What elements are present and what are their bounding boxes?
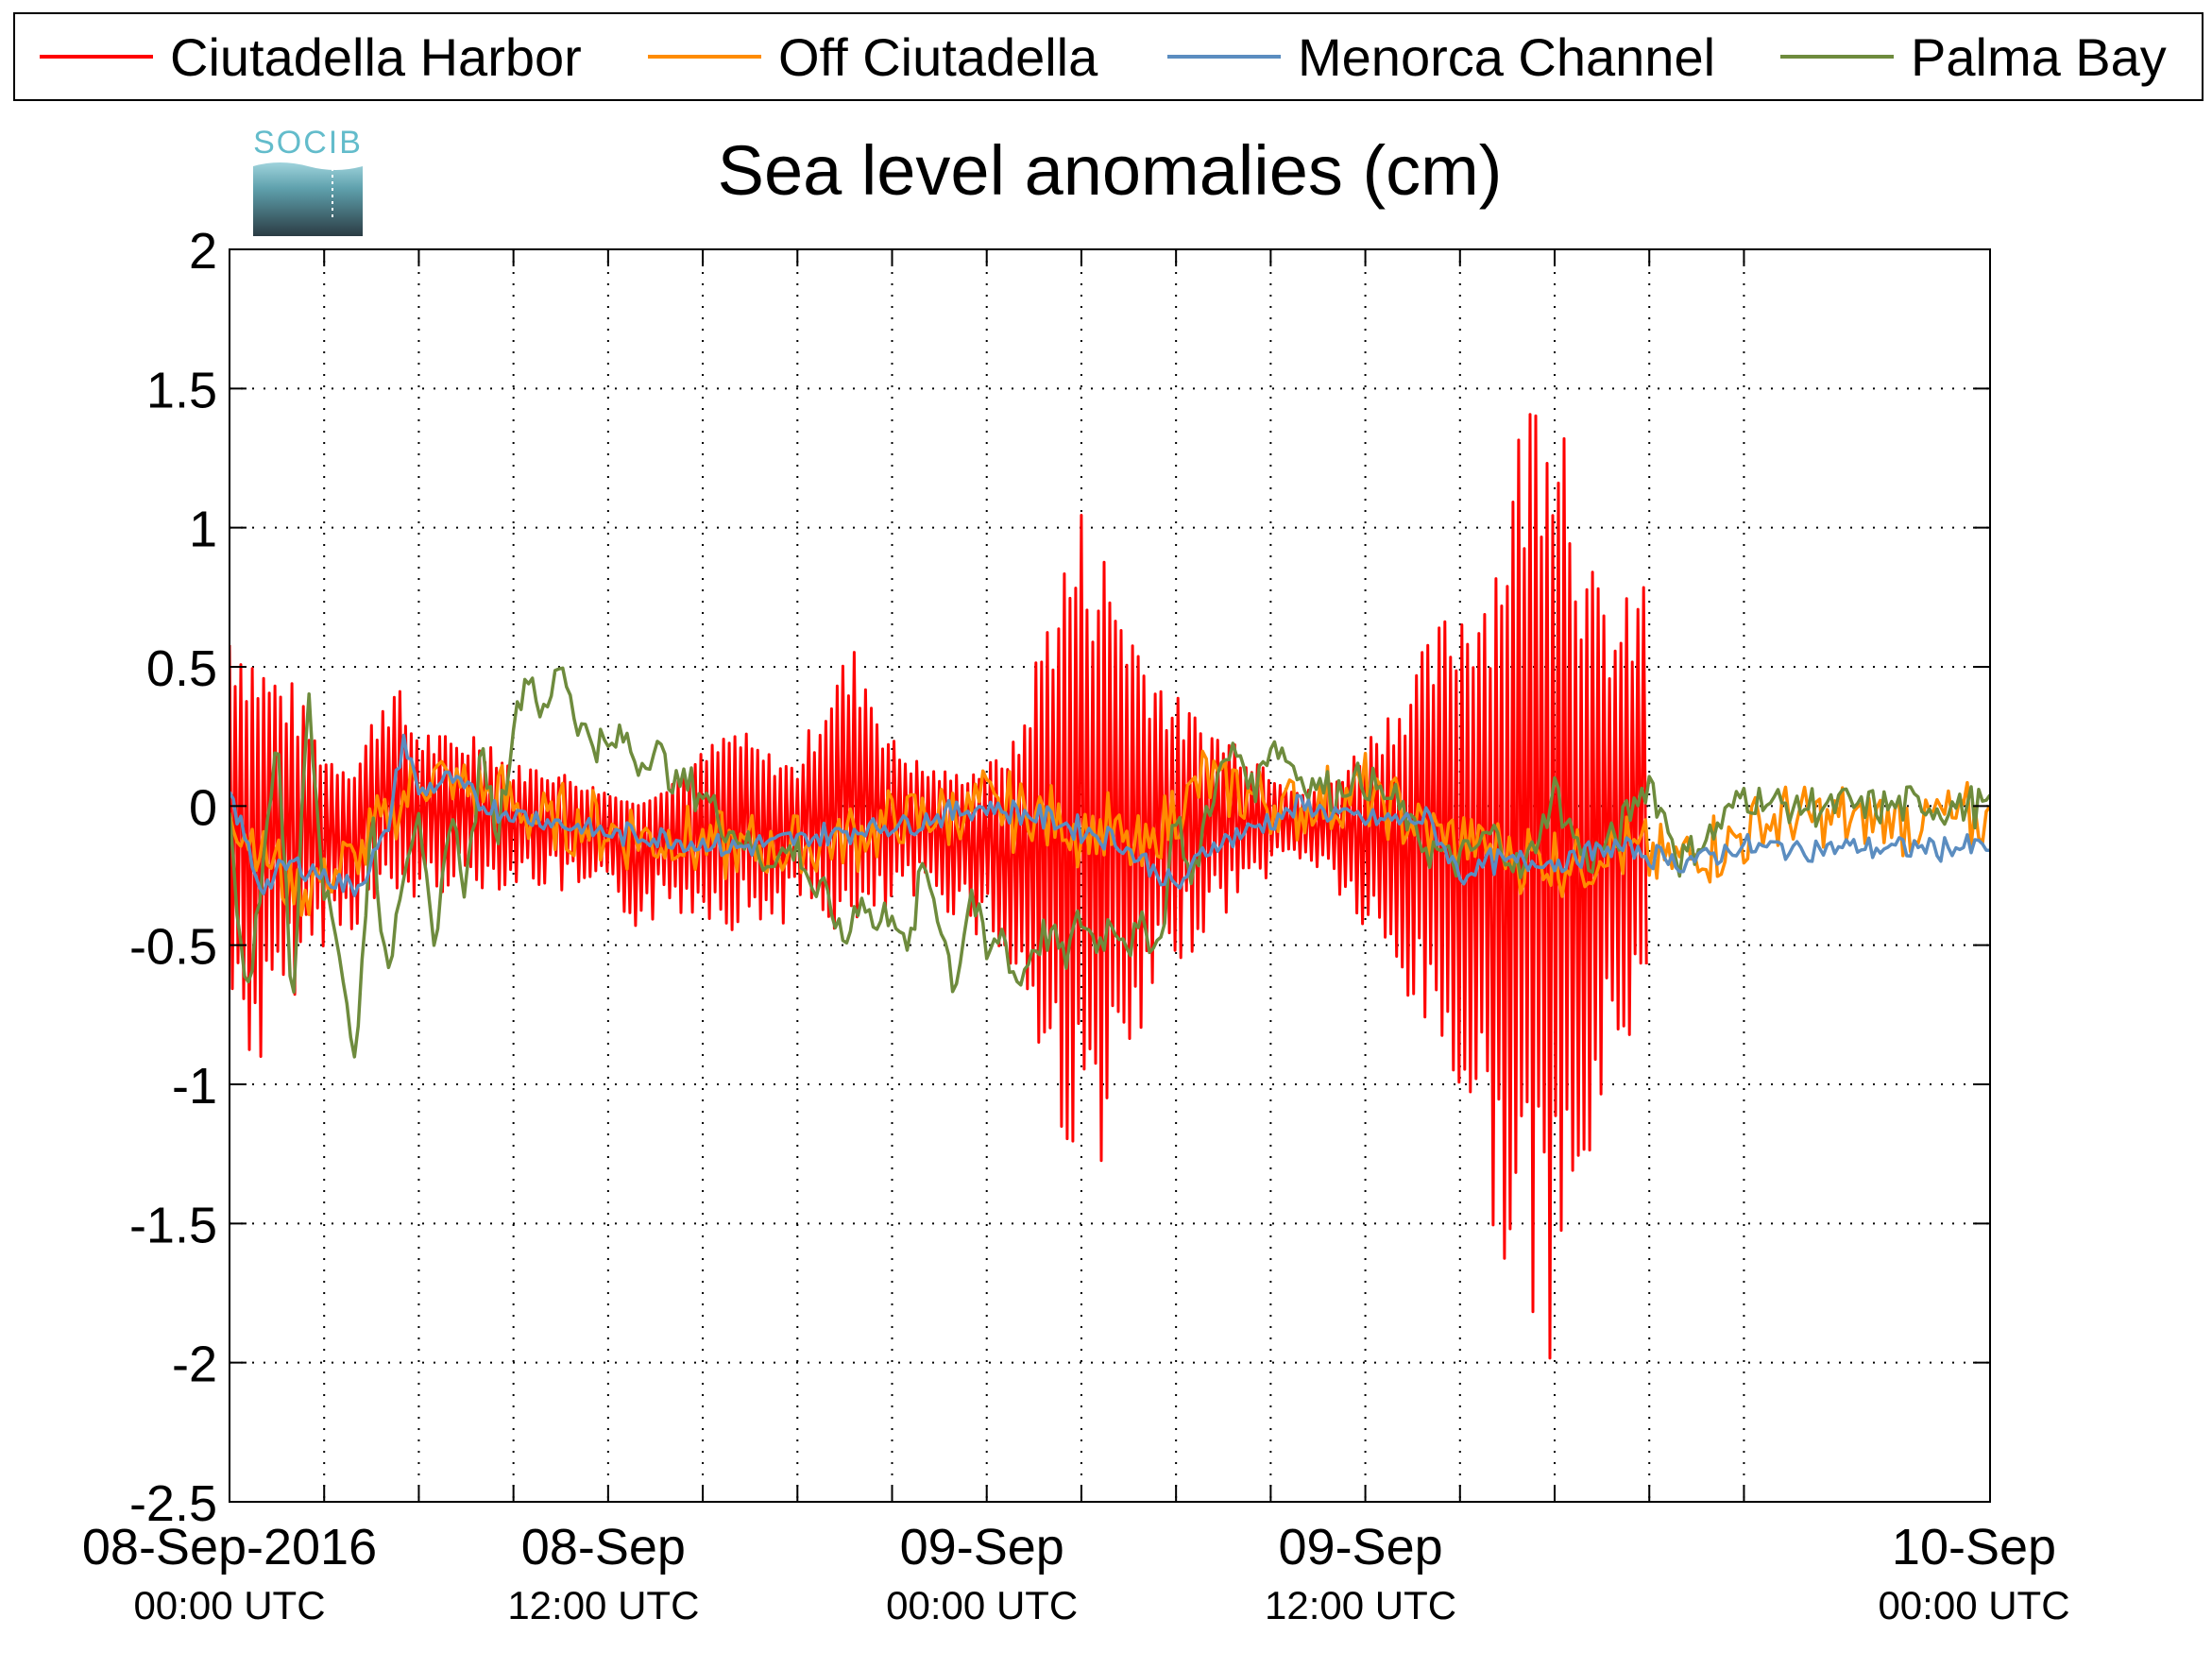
y-axis-labels: 2 1.5 1 0.5 0 -0.5 -1 -1.5 -2 -2.5 [129, 223, 217, 1532]
y-tick-label: 1 [189, 502, 217, 558]
y-tick-label: 0.5 [146, 640, 217, 697]
x-tick-label-time: 12:00 UTC [507, 1583, 699, 1627]
y-tick-label: -1.5 [129, 1197, 217, 1253]
x-tick-label-time: 12:00 UTC [1265, 1583, 1456, 1627]
plot-area [229, 248, 1991, 1503]
y-tick-label: -0.5 [129, 919, 217, 976]
legend: Ciutadella Harbor Off Ciutadella Menorca C… [13, 12, 2203, 101]
series-line-menorca-channel [230, 733, 1990, 897]
socib-logo: SOCIB [253, 125, 363, 236]
x-tick-label-date: 09-Sep [1279, 1519, 1443, 1575]
legend-label: Palma Bay [1911, 27, 2167, 87]
x-tick-label-time: 00:00 UTC [1878, 1583, 2069, 1627]
x-tick-label-date: 08-Sep [521, 1519, 686, 1575]
x-axis-labels: 08-Sep-2016 00:00 UTC 08-Sep 12:00 UTC 09-Se… [82, 1519, 2070, 1627]
y-tick-label: 1.5 [146, 362, 217, 418]
legend-label: Off Ciutadella [778, 27, 1098, 87]
y-tick-label: -1 [172, 1058, 217, 1115]
chart-title: Sea level anomalies (cm) [718, 131, 1503, 210]
grid [230, 248, 1990, 1503]
legend-label: Menorca Channel [1298, 27, 1715, 87]
series-line-ciutadella-harbor [230, 413, 1648, 1360]
y-tick-label: -2 [172, 1337, 217, 1393]
x-tick-label-date: 09-Sep [900, 1519, 1064, 1575]
plot-frame [229, 248, 1991, 1503]
ticks [230, 248, 1990, 1503]
plot-background [230, 249, 1990, 1502]
legend-label: Ciutadella Harbor [170, 27, 582, 87]
series-layer [230, 413, 1990, 1360]
logo-text: SOCIB [253, 125, 363, 161]
logo-wave [253, 162, 363, 236]
y-tick-label: 0 [189, 779, 217, 836]
x-tick-label-date: 08-Sep-2016 [82, 1519, 377, 1575]
x-tick-label-date: 10-Sep [1892, 1519, 2056, 1575]
y-tick-label: -2.5 [129, 1475, 217, 1532]
x-tick-label-time: 00:00 UTC [133, 1583, 325, 1627]
legend-items: Ciutadella Harbor Off Ciutadella Menorca C… [40, 27, 2167, 87]
y-tick-label: 2 [189, 223, 217, 280]
x-tick-label-time: 00:00 UTC [886, 1583, 1078, 1627]
